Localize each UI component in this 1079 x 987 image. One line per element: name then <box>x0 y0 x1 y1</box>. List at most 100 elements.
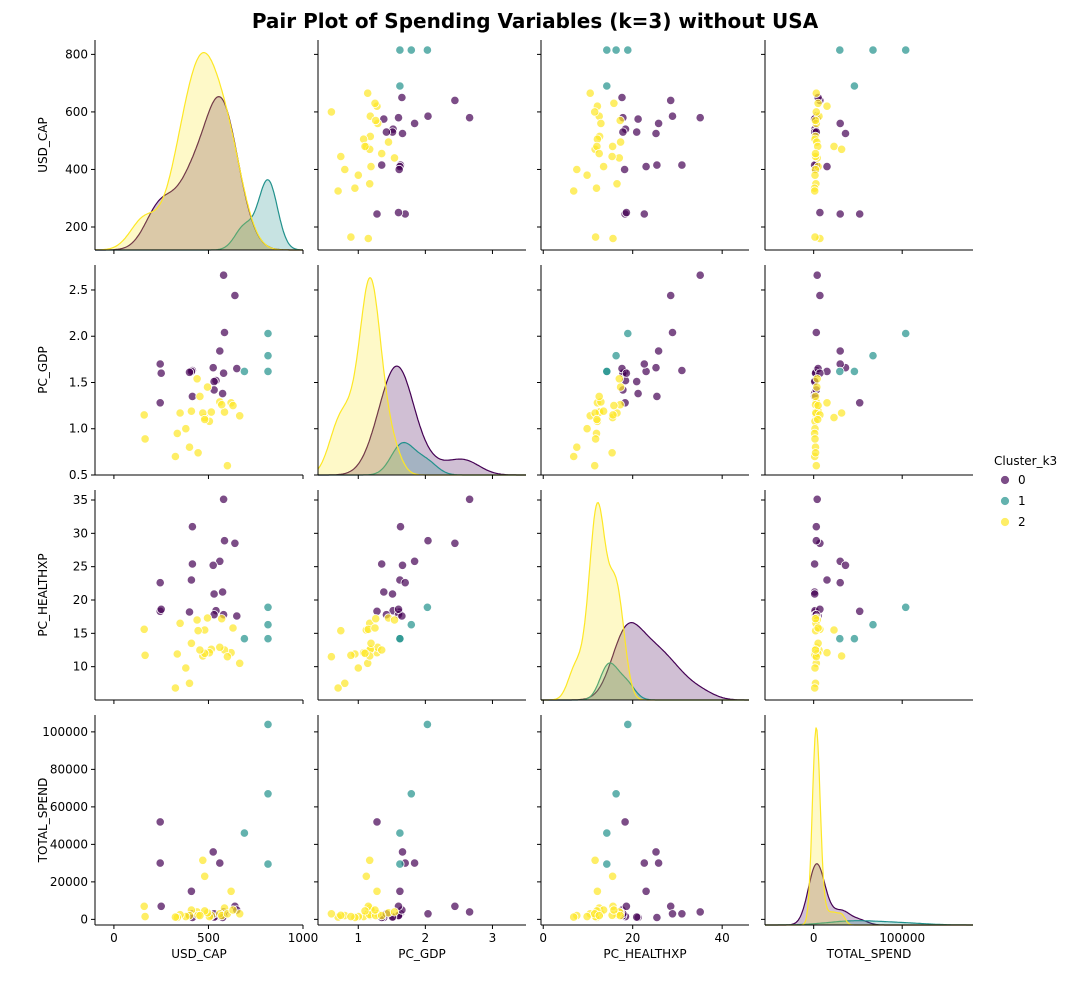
scatter-point-cluster-1 <box>901 328 911 339</box>
scatter-point-cluster-2 <box>812 374 822 384</box>
scatter-point-cluster-0 <box>409 556 420 566</box>
scatter-point-cluster-2 <box>592 414 602 425</box>
scatter-point-cluster-0 <box>395 886 405 896</box>
scatter-point-cluster-0 <box>677 160 687 170</box>
scatter-point-cluster-0 <box>219 368 229 378</box>
scatter-point-cluster-0 <box>219 327 230 338</box>
scatter-point-cluster-2 <box>181 663 191 673</box>
scatter-point-cluster-1 <box>263 620 273 630</box>
legend-label-cluster-0: 0 <box>1018 473 1026 487</box>
scatter-point-cluster-2 <box>810 115 821 126</box>
legend-label-cluster-1: 1 <box>1018 494 1026 508</box>
scatter-point-cluster-1 <box>422 602 432 612</box>
x-axis-label: PC_HEALTHXP <box>603 947 686 961</box>
scatter-point-cluster-2 <box>810 149 821 159</box>
scatter-point-cluster-2 <box>615 382 626 392</box>
scatter-point-cluster-0 <box>840 128 851 139</box>
scatter-point-cluster-0 <box>639 359 649 369</box>
scatter-point-cluster-0 <box>619 164 630 175</box>
scatter-point-cluster-2 <box>836 651 847 661</box>
scatter-point-cluster-2 <box>353 170 363 180</box>
panel-pc_gdp-vs-pc_healthxp <box>537 265 749 479</box>
scatter-point-cluster-2 <box>235 658 245 668</box>
kde-line-cluster-0 <box>765 863 973 926</box>
scatter-point-cluster-2 <box>607 448 617 458</box>
scatter-point-cluster-2 <box>372 886 382 896</box>
scatter-point-cluster-2 <box>810 170 820 180</box>
scatter-point-cluster-1 <box>395 828 405 838</box>
scatter-point-cluster-0 <box>464 907 475 917</box>
x-axis-label: USD_CAP <box>171 947 226 961</box>
scatter-point-cluster-0 <box>377 160 387 170</box>
scatter-point-cluster-2 <box>590 461 600 471</box>
scatter-point-cluster-0 <box>811 327 821 338</box>
scatter-point-cluster-0 <box>184 607 195 617</box>
scatter-point-cluster-0 <box>621 368 632 378</box>
y-tick-label: 20000 <box>50 875 88 889</box>
scatter-point-cluster-0 <box>822 162 832 172</box>
scatter-point-cluster-0 <box>639 209 649 219</box>
scatter-point-cluster-0 <box>155 578 165 588</box>
scatter-point-cluster-2 <box>607 151 617 162</box>
scatter-point-cluster-2 <box>596 118 606 129</box>
scatter-point-cluster-0 <box>218 587 228 597</box>
y-tick-label: 1.0 <box>69 422 88 436</box>
panel-pc_gdp-vs-pc_gdp <box>314 265 526 479</box>
scatter-point-cluster-2 <box>614 374 624 384</box>
scatter-point-cluster-2 <box>377 645 387 655</box>
scatter-point-cluster-2 <box>228 400 238 411</box>
scatter-point-cluster-1 <box>395 45 405 55</box>
scatter-point-cluster-0 <box>423 111 433 121</box>
scatter-point-cluster-2 <box>228 905 238 915</box>
scatter-point-cluster-2 <box>810 391 821 401</box>
scatter-point-cluster-0 <box>397 92 407 103</box>
scatter-point-cluster-0 <box>811 522 821 532</box>
scatter-point-cluster-0 <box>381 127 391 137</box>
x-axis-label: PC_GDP <box>398 947 445 961</box>
scatter-point-cluster-2 <box>810 645 821 655</box>
kde-line-cluster-0 <box>318 365 526 476</box>
scatter-point-cluster-2 <box>184 442 195 452</box>
scatter-point-cluster-0 <box>156 901 166 911</box>
scatter-point-cluster-2 <box>569 912 579 922</box>
y-tick-label: 40000 <box>50 837 88 851</box>
scatter-point-cluster-0 <box>155 398 165 408</box>
scatter-point-cluster-0 <box>822 575 832 585</box>
legend-label-cluster-2: 2 <box>1018 515 1026 529</box>
scatter-point-cluster-2 <box>333 683 343 693</box>
scatter-point-cluster-1 <box>868 45 878 55</box>
kde-fill-cluster-0 <box>765 863 973 925</box>
kde-line-cluster-2 <box>95 52 303 251</box>
scatter-point-cluster-1 <box>623 45 633 55</box>
scatter-point-cluster-2 <box>615 115 625 126</box>
scatter-point-cluster-0 <box>397 128 408 139</box>
y-tick-label: 800 <box>65 47 88 61</box>
scatter-point-cluster-0 <box>155 858 165 868</box>
scatter-point-cluster-2 <box>811 107 821 117</box>
scatter-point-cluster-2 <box>346 232 356 242</box>
scatter-point-cluster-2 <box>598 162 609 172</box>
x-tick-label: 0 <box>539 931 547 945</box>
panel-usd_cap-vs-pc_gdp <box>314 40 526 254</box>
scatter-point-cluster-2 <box>592 886 603 896</box>
scatter-point-cluster-0 <box>621 208 632 218</box>
scatter-point-cluster-2 <box>195 910 205 921</box>
scatter-point-cluster-0 <box>632 127 642 137</box>
scatter-point-cluster-0 <box>855 209 865 219</box>
scatter-point-cluster-2 <box>363 233 373 244</box>
scatter-point-cluster-0 <box>379 587 389 597</box>
scatter-point-cluster-2 <box>582 424 592 434</box>
scatter-point-cluster-2 <box>366 638 376 648</box>
scatter-point-cluster-0 <box>840 560 851 570</box>
scatter-point-cluster-2 <box>139 410 149 420</box>
x-tick-label: 1000 <box>288 931 319 945</box>
scatter-point-cluster-2 <box>607 141 618 151</box>
scatter-point-cluster-2 <box>389 615 400 625</box>
scatter-point-cluster-2 <box>822 648 832 658</box>
scatter-point-cluster-2 <box>822 398 832 408</box>
kde-fill-cluster-2 <box>765 727 973 925</box>
legend-title: Cluster_k3 <box>994 454 1057 468</box>
scatter-point-cluster-2 <box>200 414 210 425</box>
scatter-point-cluster-0 <box>621 901 632 911</box>
scatter-point-cluster-1 <box>239 828 249 838</box>
